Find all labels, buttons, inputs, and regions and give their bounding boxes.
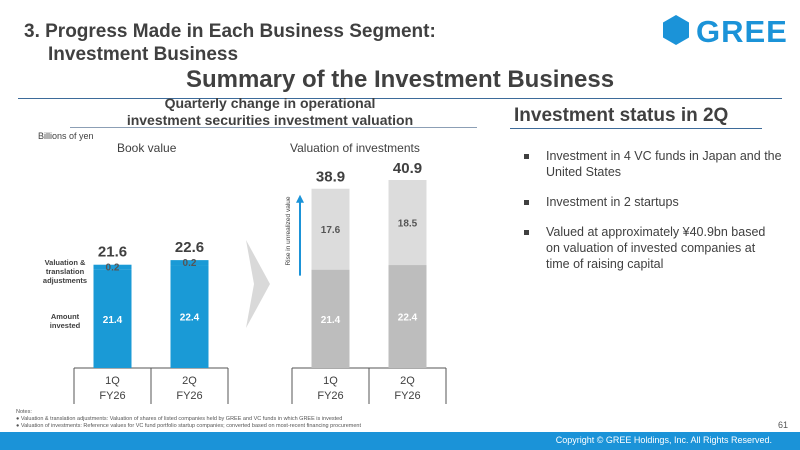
status-bullet: Investment in 2 startups — [522, 194, 782, 210]
valuation-rise-value: 17.6 — [321, 225, 341, 236]
valuation-total-value: 38.9 — [316, 169, 345, 186]
valuation-adjustments-label: adjustments — [43, 276, 87, 285]
book-invested-bar — [170, 265, 209, 368]
investment-status-list: Investment in 4 VC funds in Japan and th… — [522, 148, 782, 286]
main-heading: Summary of the Investment Business — [185, 66, 615, 93]
left-panel-heading: Quarterly change in operational investme… — [70, 95, 470, 129]
quarter-label: 1Q — [105, 375, 120, 387]
book-value-chart-title: Book value — [117, 141, 177, 155]
amount-invested-label: Amount — [51, 312, 80, 321]
book-adjustment-value: 0.2 — [183, 258, 197, 269]
rise-in-unrealized-value-label: Rise in unrealized value — [285, 196, 292, 265]
bullet-square-icon — [524, 230, 529, 235]
up-arrow-icon — [296, 194, 304, 203]
valuation-chart-title: Valuation of investments — [290, 141, 420, 155]
bullet-square-icon — [524, 200, 529, 205]
page-number: 61 — [777, 420, 788, 430]
footnotes: Notes: ● Valuation & translation adjustm… — [16, 409, 361, 430]
valuation-invested-value: 22.4 — [398, 313, 418, 324]
book-invested-value: 21.4 — [103, 315, 123, 326]
fiscal-year-label: FY26 — [99, 390, 125, 402]
investment-charts: 21.4 0.2 21.6 1Q FY26 22.4 0.2 22.6 2Q FY26 Valuat… — [43, 160, 447, 404]
bullet-square-icon — [524, 154, 529, 159]
section-title: 3. Progress Made in Each Business Segmen… — [24, 20, 436, 66]
book-invested-bar — [93, 269, 132, 368]
left-heading-line2: investment securities investment valuati… — [126, 112, 414, 128]
fiscal-year-label: FY26 — [176, 390, 202, 402]
valuation-rise-bar — [388, 180, 427, 266]
status-bullet-text: Investment in 2 startups — [546, 195, 679, 209]
left-heading-divider — [70, 127, 477, 128]
notes-title: Notes: — [16, 409, 32, 415]
amount-invested-label: invested — [50, 321, 81, 330]
quarter-label: 2Q — [182, 375, 197, 387]
note-item: ● Valuation of investments: Reference va… — [16, 423, 362, 429]
gree-logo: GREE — [660, 12, 787, 49]
fiscal-year-label: FY26 — [317, 390, 343, 402]
section-title-line1: 3. Progress Made in Each Business Segmen… — [24, 21, 436, 42]
book-adjustment-bar — [170, 260, 209, 266]
chevron-right-icon — [246, 240, 270, 328]
valuation-invested-value: 21.4 — [321, 315, 341, 326]
right-panel-heading: Investment status in 2Q — [514, 105, 729, 126]
units-label: Billions of yen — [38, 131, 94, 141]
valuation-rise-value: 18.5 — [398, 219, 418, 230]
valuation-invested-bar — [311, 269, 350, 368]
book-adjustment-value: 0.2 — [106, 263, 120, 274]
quarter-label: 1Q — [323, 375, 338, 387]
book-adjustment-bar — [93, 264, 132, 270]
hexagon-logo-icon — [663, 15, 689, 45]
quarter-label: 2Q — [400, 375, 415, 387]
section-title-line2: Investment Business — [48, 44, 239, 65]
valuation-rise-bar — [311, 188, 350, 270]
valuation-invested-bar — [388, 265, 427, 368]
status-bullet: Valued at approximately ¥40.9bn based on… — [522, 224, 782, 272]
valuation-adjustments-label: Valuation & — [45, 258, 86, 267]
book-invested-value: 22.4 — [180, 313, 200, 324]
note-item: ● Valuation & translation adjustments: V… — [16, 416, 343, 422]
book-total-value: 21.6 — [98, 244, 127, 261]
fiscal-year-label: FY26 — [394, 390, 420, 402]
book-total-value: 22.6 — [175, 239, 204, 256]
left-heading-line1: Quarterly change in operational — [164, 95, 376, 111]
status-bullet-text: Valued at approximately ¥40.9bn based on… — [546, 225, 766, 271]
main-divider — [18, 98, 782, 99]
copyright-text: Copyright © GREE Holdings, Inc. All Righ… — [555, 435, 772, 445]
right-heading-divider — [510, 128, 762, 129]
logo-text: GREE — [696, 14, 788, 49]
valuation-total-value: 40.9 — [393, 160, 422, 177]
footer-bar: Copyright © GREE Holdings, Inc. All Righ… — [0, 432, 800, 450]
valuation-adjustments-label: translation — [46, 267, 85, 276]
status-bullet-text: Investment in 4 VC funds in Japan and th… — [546, 149, 782, 179]
status-bullet: Investment in 4 VC funds in Japan and th… — [522, 148, 782, 180]
